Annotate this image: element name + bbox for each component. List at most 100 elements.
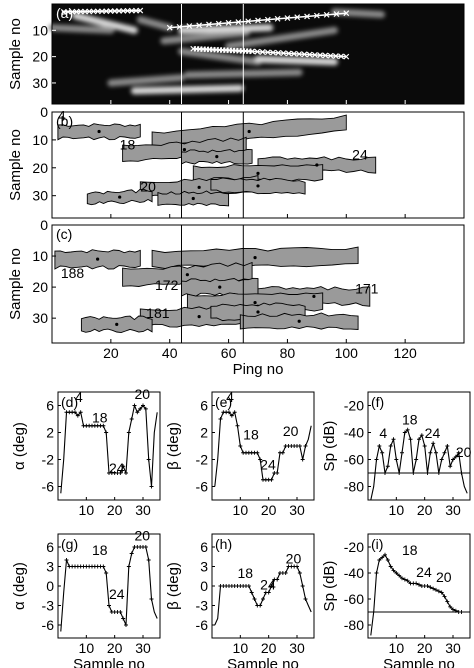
annotation-label: 20 (135, 528, 151, 544)
data-point (297, 444, 302, 448)
x-tick-label: 20 (261, 502, 277, 518)
data-point (300, 457, 305, 462)
blob-centroid (96, 257, 100, 261)
data-point (126, 430, 131, 435)
data-point (380, 450, 385, 455)
y-tick-label: -3 (196, 598, 209, 614)
blob-centroid (191, 196, 195, 201)
panel-letter: (i) (371, 536, 383, 552)
data-point (385, 464, 390, 469)
data-point (275, 471, 280, 475)
data-point (303, 597, 308, 601)
y-tick-label: -80 (344, 617, 364, 633)
data-point (448, 464, 453, 469)
data-point (408, 437, 413, 442)
data-point (431, 586, 436, 591)
data-point (439, 457, 444, 462)
track-label: 24 (352, 146, 368, 162)
x-tick-label: 30 (135, 640, 151, 656)
blob-centroid (253, 256, 257, 260)
panel-letter: (g) (61, 536, 78, 552)
data-point (459, 471, 464, 475)
y-tick-label: -40 (344, 565, 364, 581)
data-point (436, 471, 441, 475)
data-point (402, 577, 407, 582)
data-point (411, 471, 416, 475)
y-axis-label: Sp (dB) (321, 561, 338, 612)
x-tick-label: 80 (280, 345, 296, 361)
data-point (129, 417, 134, 421)
x-axis-label: Sample no (227, 656, 299, 668)
data-point (135, 410, 140, 415)
y-tick-label: 6 (46, 398, 54, 414)
panel-a-background (52, 4, 464, 104)
data-point (143, 545, 148, 549)
track-label: 181 (146, 305, 170, 321)
y-tick-label: -60 (344, 452, 364, 468)
x-tick-label: 30 (289, 640, 305, 656)
panel-a-track-markers (60, 7, 350, 60)
track-line (63, 9, 141, 13)
y-tick-label: 0 (46, 578, 54, 594)
data-point (417, 437, 421, 442)
data-point (249, 590, 254, 595)
panel-letter: (f) (371, 394, 384, 410)
y-tick-label: 30 (32, 310, 48, 326)
data-point (300, 584, 305, 588)
annotation-label: 4 (379, 425, 387, 441)
data-point (456, 450, 461, 455)
panel-a (48, 3, 465, 105)
data-point (451, 457, 455, 462)
blob-centroid (312, 294, 316, 299)
blob-centroid (256, 184, 260, 188)
panel-c-target-blobs (54, 246, 371, 334)
data-point (146, 457, 151, 462)
data-point (266, 590, 271, 595)
track-marker (166, 24, 173, 31)
data-point (255, 450, 260, 455)
panel-letter: (b) (56, 113, 73, 129)
x-tick-label: 20 (103, 345, 119, 361)
y-tick-label: -6 (196, 617, 209, 633)
blob-centroid (256, 171, 260, 175)
data-point (129, 551, 134, 556)
data-point (146, 558, 151, 562)
x-tick-label: 20 (417, 502, 433, 518)
y-axis-label: Sample no (7, 248, 24, 320)
x-tick-label: 10 (233, 640, 249, 656)
x-tick-label: 30 (445, 502, 461, 518)
data-point (391, 437, 396, 442)
echo-trace (331, 8, 386, 19)
y-tick-label: 6 (46, 539, 54, 555)
echo-trace (136, 16, 174, 32)
data-point (132, 403, 137, 408)
data-point (448, 604, 453, 609)
blob-centroid (215, 155, 219, 159)
track-label: 188 (61, 265, 85, 281)
data-point (374, 571, 379, 575)
data-point (374, 457, 379, 462)
data-point (383, 552, 387, 557)
blob-centroid (253, 301, 257, 305)
data-point (141, 403, 145, 408)
data-point (121, 464, 126, 469)
data-point (453, 608, 458, 613)
y-tick-label: -6 (42, 479, 55, 495)
data-point (405, 578, 410, 583)
annotation-label: 18 (92, 409, 108, 425)
annotation-label: 20 (135, 386, 151, 402)
track-label: 20 (140, 179, 156, 195)
y-tick-label: -3 (42, 598, 55, 614)
data-point (149, 597, 154, 601)
blob-centroid (197, 185, 201, 189)
y-tick-label: 20 (32, 160, 48, 176)
data-point (397, 573, 402, 578)
echo-trace (72, 12, 138, 34)
top-panels-overlay: 10 20 30 (a) Sample no 0 10 20 30 (b)4 18 24 20 Sampl… (7, 4, 417, 378)
blob-centroid (118, 195, 122, 199)
echo-trace (160, 29, 250, 45)
data-point (303, 444, 308, 448)
y-tick-label: -6 (42, 617, 55, 633)
blob-centroid (218, 285, 222, 289)
